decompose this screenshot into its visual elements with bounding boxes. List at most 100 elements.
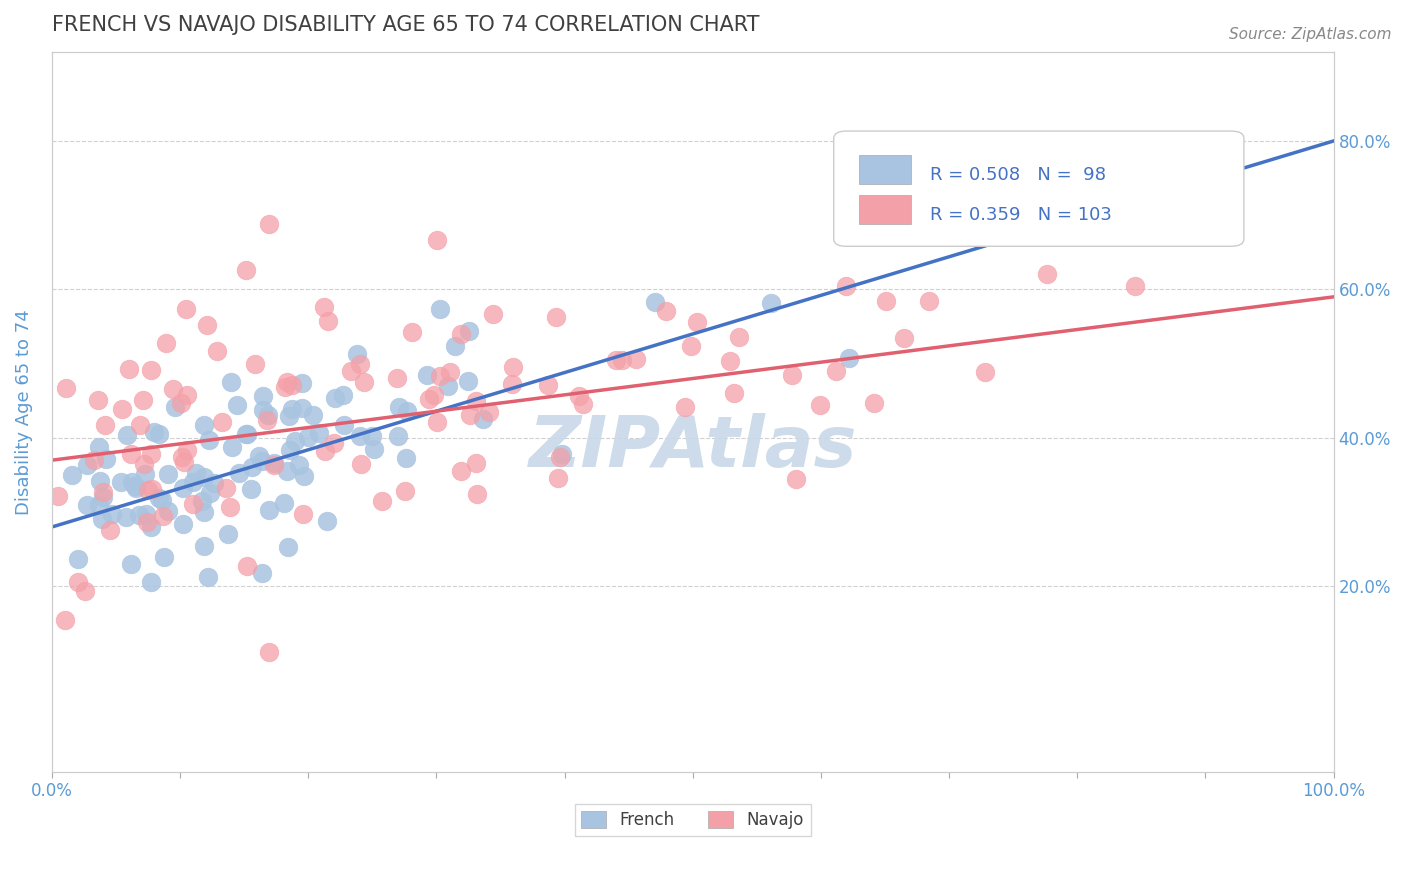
Point — [115, 509, 138, 524]
Point — [73, 583, 96, 598]
Point — [396, 404, 419, 418]
Point — [176, 387, 198, 401]
Point — [681, 339, 703, 353]
Point — [808, 399, 831, 413]
Point — [284, 434, 307, 449]
Point — [863, 396, 886, 410]
Point — [257, 217, 280, 231]
Point — [429, 301, 451, 316]
Point — [174, 301, 197, 316]
Point — [572, 397, 595, 411]
Point — [128, 508, 150, 522]
Point — [385, 371, 408, 385]
Point — [423, 388, 446, 402]
Point — [55, 381, 77, 395]
Point — [136, 483, 159, 497]
Point — [243, 357, 266, 371]
Point — [225, 399, 247, 413]
Point — [308, 425, 330, 440]
Point — [458, 324, 481, 338]
Point — [551, 447, 574, 461]
Point — [211, 415, 233, 429]
Point — [110, 475, 132, 490]
Point — [349, 357, 371, 371]
Point — [401, 325, 423, 339]
Point — [202, 475, 225, 490]
Point — [172, 450, 194, 465]
Point — [190, 494, 212, 508]
Point — [548, 450, 571, 464]
Point — [247, 449, 270, 463]
Point — [197, 570, 219, 584]
Point — [148, 491, 170, 506]
Point — [673, 400, 696, 414]
Point — [256, 413, 278, 427]
Point — [162, 382, 184, 396]
Point — [173, 455, 195, 469]
Point — [169, 396, 191, 410]
Point — [263, 456, 285, 470]
Point — [91, 485, 114, 500]
Point — [120, 447, 142, 461]
Point — [346, 347, 368, 361]
Point — [439, 365, 461, 379]
Text: ZIPAtlas: ZIPAtlas — [529, 414, 856, 483]
Point — [686, 315, 709, 329]
Point — [973, 365, 995, 379]
Point — [387, 429, 409, 443]
Point — [465, 394, 488, 409]
Point — [323, 391, 346, 405]
Point — [172, 481, 194, 495]
Point — [139, 363, 162, 377]
Point — [252, 402, 274, 417]
Point — [53, 613, 76, 627]
Point — [139, 575, 162, 590]
Point — [297, 430, 319, 444]
Point — [340, 364, 363, 378]
Point — [361, 429, 384, 443]
Point — [388, 400, 411, 414]
Point — [219, 500, 242, 515]
Point — [198, 433, 221, 447]
Point — [111, 402, 134, 417]
Point — [118, 361, 141, 376]
Point — [221, 440, 243, 454]
Point — [121, 475, 143, 489]
Point — [780, 368, 803, 382]
Point — [458, 409, 481, 423]
Text: R = 0.508   N =  98: R = 0.508 N = 98 — [929, 166, 1107, 184]
Point — [471, 411, 494, 425]
Point — [91, 490, 114, 504]
Point — [273, 495, 295, 509]
Point — [193, 539, 215, 553]
Point — [287, 458, 309, 473]
Point — [644, 294, 666, 309]
Point — [568, 389, 591, 403]
Point — [228, 466, 250, 480]
Point — [94, 452, 117, 467]
Point — [655, 304, 678, 318]
Point — [316, 314, 339, 328]
Point — [353, 376, 375, 390]
Point — [198, 486, 221, 500]
Point — [257, 408, 280, 422]
Point — [785, 472, 807, 486]
Point — [314, 444, 336, 458]
Point — [125, 481, 148, 495]
Point — [141, 483, 163, 497]
Point — [240, 459, 263, 474]
Point — [274, 380, 297, 394]
Point — [314, 300, 336, 314]
Point — [277, 540, 299, 554]
Point — [134, 458, 156, 472]
Point — [193, 470, 215, 484]
Point — [93, 417, 115, 432]
Bar — [859, 195, 911, 224]
Point — [1123, 278, 1146, 293]
Point — [89, 475, 111, 489]
Point — [728, 330, 751, 344]
Point — [46, 489, 69, 503]
Point — [294, 469, 316, 483]
Text: Source: ZipAtlas.com: Source: ZipAtlas.com — [1229, 27, 1392, 42]
Point — [207, 343, 229, 358]
